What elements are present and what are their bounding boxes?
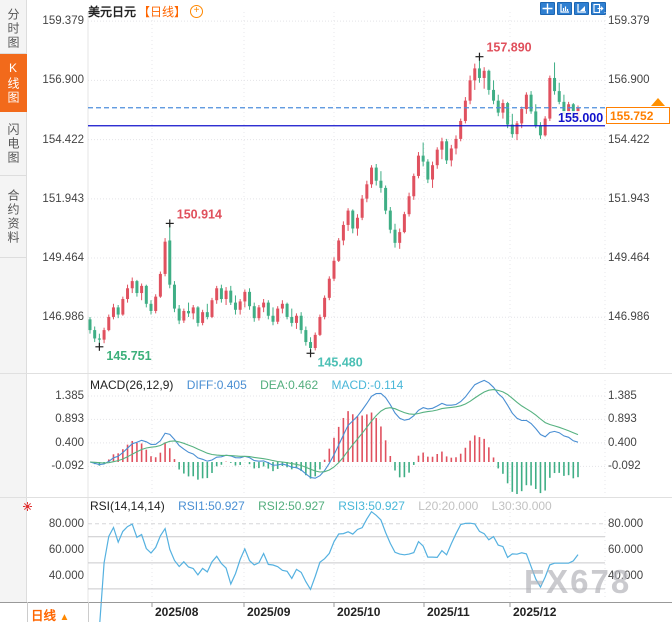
macd-params: MACD(26,12,9)	[90, 378, 174, 392]
y-axis-tick: 156.900	[42, 74, 84, 87]
y-axis-tick: 146.986	[42, 311, 84, 324]
y-axis-tick: 159.379	[608, 15, 650, 28]
y-axis-tick: 1.385	[55, 389, 84, 402]
period-tag: 【日线】	[138, 4, 187, 19]
period-label: 日线	[31, 609, 57, 622]
sidebar-item-3[interactable]: 闪电图	[0, 112, 27, 176]
sidebar-item-1[interactable]: 分时图	[0, 4, 27, 54]
y-axis-tick: 151.943	[42, 192, 84, 205]
chart-toolbar	[540, 2, 606, 15]
y-axis-tick: 0.400	[55, 436, 84, 449]
x-axis-date: 2025/10	[337, 605, 381, 619]
rsi1-value: RSI1:50.927	[178, 499, 245, 513]
symbol-name: 美元日元	[88, 4, 137, 19]
price-up-arrow-icon	[651, 97, 665, 106]
current-price-tag: 155.752	[606, 106, 670, 124]
y-axis-tick: 0.893	[55, 413, 84, 426]
y-axis-tick: 149.464	[42, 252, 84, 265]
y-axis-tick: 154.422	[608, 133, 650, 146]
y-axis-tick: 1.385	[608, 389, 637, 402]
bottom-separator	[27, 602, 28, 622]
support-price-label: 155.000	[556, 110, 606, 125]
x-axis-divider	[0, 602, 672, 603]
y-axis-tick: 40.000	[48, 569, 84, 582]
rsi-l20-value: L20:20.000	[418, 499, 479, 513]
svg-text:145.751: 145.751	[106, 349, 151, 363]
y-axis-tick: 159.379	[42, 15, 84, 28]
y-axis-tick: 60.000	[48, 543, 84, 556]
y-axis-tick: 151.943	[608, 192, 650, 205]
rsi2-value: RSI2:50.927	[258, 499, 325, 513]
rsi-params: RSI(14,14,14)	[90, 499, 165, 513]
macd-header: MACD(26,12,9) DIFF:0.405 DEA:0.462 MACD:…	[90, 378, 413, 392]
x-axis-date: 2025/12	[513, 605, 557, 619]
period-up-arrow-icon: ▲	[59, 612, 70, 622]
period-selector[interactable]: 日线 ▲	[31, 605, 69, 622]
y-axis-tick: 154.422	[42, 133, 84, 146]
x-axis-date: 2025/11	[427, 605, 470, 619]
svg-text:157.890: 157.890	[486, 41, 531, 55]
y-axis-tick: 60.000	[608, 543, 644, 556]
y-axis-tick: 80.000	[48, 517, 84, 530]
macd-dea-value: DEA:0.462	[260, 378, 319, 392]
macd-value: MACD:-0.114	[331, 378, 404, 392]
y-axis-tick: 156.900	[608, 74, 650, 87]
rsi-header: RSI(14,14,14) RSI1:50.927 RSI2:50.927 RS…	[90, 499, 562, 513]
chart-title: 美元日元 【日线】 +	[88, 3, 204, 19]
sidebar-item-4[interactable]: 合约资料	[0, 176, 27, 258]
svg-text:145.480: 145.480	[318, 355, 363, 369]
svg-text:150.914: 150.914	[177, 207, 222, 221]
pan-axes-tool-icon[interactable]	[574, 2, 589, 15]
bottom-separator	[88, 602, 89, 622]
y-axis-tick: 40.000	[608, 569, 644, 582]
y-axis-tick: 0.400	[608, 436, 637, 449]
x-axis-date: 2025/08	[155, 605, 199, 619]
indicator-handle-icon[interactable]	[22, 501, 33, 512]
y-axis-tick: 146.986	[608, 311, 650, 324]
macd-diff-value: DIFF:0.405	[186, 378, 247, 392]
rsi3-value: RSI3:50.927	[338, 499, 405, 513]
y-axis-tick: 80.000	[608, 517, 644, 530]
x-axis-date: 2025/09	[247, 605, 291, 619]
y-axis-tick: -0.092	[608, 460, 641, 473]
y-axis-tick: -0.092	[51, 460, 84, 473]
watermark: FX678	[524, 563, 632, 600]
sidebar: 分时图 K线图 闪电图 合约资料	[0, 0, 27, 602]
add-icon[interactable]: +	[190, 4, 204, 18]
zoom-axes-tool-icon[interactable]	[557, 2, 572, 15]
rsi-l30-value: L30:30.000	[491, 499, 552, 513]
export-tool-icon[interactable]	[591, 2, 606, 15]
y-axis-tick: 0.893	[608, 413, 637, 426]
sidebar-item-2[interactable]: K线图	[0, 54, 27, 112]
y-axis-tick: 149.464	[608, 252, 650, 265]
crosshair-tool-icon[interactable]	[540, 2, 555, 15]
